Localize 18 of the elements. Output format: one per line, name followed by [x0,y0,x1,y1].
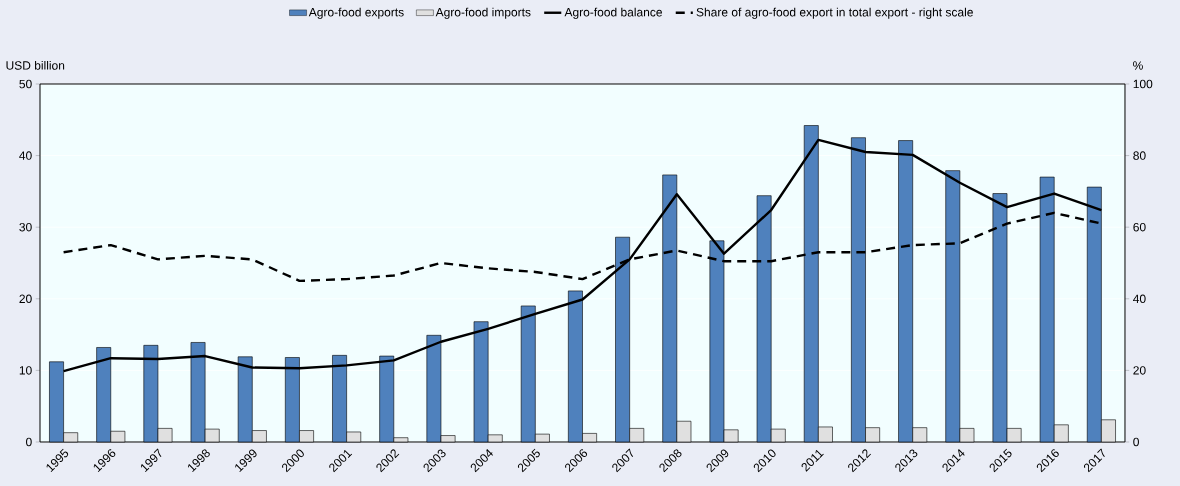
legend-label: Agro-food balance [564,7,662,19]
y2-tick-label: 60 [1133,222,1146,232]
legend-label: Agro-food imports [435,7,531,19]
y-tick-label: 40 [19,151,32,160]
y-tick-label: 30 [19,222,32,232]
legend-label: Share of agro-food export in total export - right scale [696,7,973,19]
y-tick-label: 0 [26,437,32,447]
y2-tick-label: 0 [1133,437,1139,447]
y2-axis-title: % [1133,61,1143,70]
y2-tick-label: 100 [1133,79,1153,89]
y2-tick-label: 40 [1133,294,1146,304]
legend-label: Agro-food exports [308,7,404,19]
y-tick-label: 20 [19,294,32,304]
y2-tick-label: 80 [1133,151,1146,160]
y-tick-label: 10 [19,366,32,375]
y-tick-label: 50 [19,79,32,89]
y2-tick-label: 20 [1133,366,1146,375]
y-axis-title: USD billion [6,60,65,70]
